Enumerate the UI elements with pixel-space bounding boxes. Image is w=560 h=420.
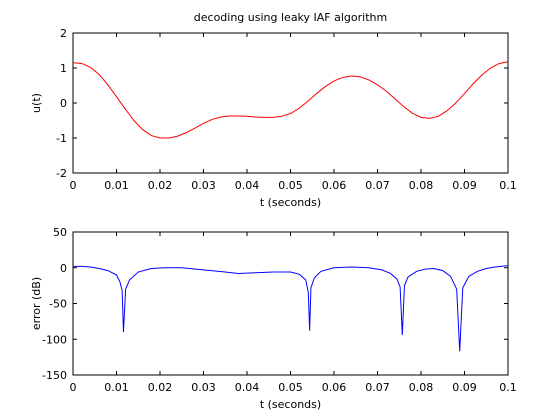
- bottom-plot-x-tick-label: 0.06: [322, 381, 347, 394]
- top-plot-x-tick-label: 0.07: [365, 179, 390, 192]
- bottom-plot-y-tick-label: -150: [42, 369, 67, 382]
- bottom-plot-y-tick-label: -100: [42, 333, 67, 346]
- bottom-plot-x-tick-label: 0.03: [191, 381, 216, 394]
- bottom-plot-y-tick-label: -50: [49, 298, 67, 311]
- top-plot-y-tick-label: 1: [60, 62, 67, 75]
- bottom-plot-x-tick-label: 0: [70, 381, 77, 394]
- bottom-plot-x-tick-label: 0.02: [148, 381, 173, 394]
- top-plot-y-tick-label: 0: [60, 97, 67, 110]
- bottom-plot-y-tick-label: 0: [60, 262, 67, 275]
- top-plot-x-tick-label: 0.05: [278, 179, 303, 192]
- top-plot: decoding using leaky IAF algorithm 0 0.01…: [30, 11, 517, 209]
- decoded-signal-line: [72, 61, 509, 139]
- top-plot-x-tick-label: 0.04: [235, 179, 260, 192]
- top-plot-y-tick-label: -1: [56, 132, 67, 145]
- top-plot-x-tick-label: 0.02: [148, 179, 173, 192]
- bottom-plot-x-tick-label: 0.07: [365, 381, 390, 394]
- error-db-line: [73, 265, 509, 352]
- bottom-plot-x-tick-label: 0.1: [499, 381, 517, 394]
- bottom-plot-y-tick-label: 50: [53, 226, 67, 239]
- top-plot-x-axis-label: t (seconds): [260, 196, 321, 209]
- bottom-plot-x-ticks: 0 0.01 0.02 0.03 0.04 0.05 0.06 0.07 0.08 0.09 0.1: [70, 232, 517, 394]
- bottom-plot-x-tick-label: 0.05: [278, 381, 303, 394]
- top-plot-y-tick-label: 2: [60, 27, 67, 40]
- bottom-plot-x-axis-label: t (seconds): [260, 398, 321, 411]
- top-plot-y-axis-label: u(t): [30, 93, 43, 113]
- top-plot-x-tick-label: 0: [70, 179, 77, 192]
- top-plot-x-tick-label: 0.06: [322, 179, 347, 192]
- top-plot-y-tick-label: -2: [56, 167, 67, 180]
- top-plot-frame: [72, 32, 509, 174]
- bottom-plot-x-tick-label: 0.09: [452, 381, 477, 394]
- bottom-plot-x-tick-label: 0.01: [104, 381, 129, 394]
- top-plot-x-ticks: 0 0.01 0.02 0.03 0.04 0.05 0.06 0.07 0.08 0.09 0.1: [70, 33, 517, 192]
- top-plot-x-tick-label: 0.1: [499, 179, 517, 192]
- top-plot-y-ticks: -2 -1 0 1 2: [56, 27, 508, 180]
- bottom-plot-x-tick-label: 0.04: [235, 381, 260, 394]
- bottom-plot-y-ticks: -150 -100 -50 0 50: [42, 226, 508, 382]
- bottom-plot: 0 0.01 0.02 0.03 0.04 0.05 0.06 0.07 0.08 0.09 0.1…: [30, 226, 517, 411]
- top-plot-x-tick-label: 0.08: [409, 179, 434, 192]
- top-plot-title: decoding using leaky IAF algorithm: [194, 11, 387, 24]
- top-plot-x-tick-label: 0.03: [191, 179, 216, 192]
- top-plot-x-tick-label: 0.09: [452, 179, 477, 192]
- bottom-plot-y-axis-label: error (dB): [30, 277, 43, 330]
- top-plot-x-tick-label: 0.01: [104, 179, 129, 192]
- bottom-plot-frame: [72, 231, 509, 376]
- bottom-plot-x-tick-label: 0.08: [409, 381, 434, 394]
